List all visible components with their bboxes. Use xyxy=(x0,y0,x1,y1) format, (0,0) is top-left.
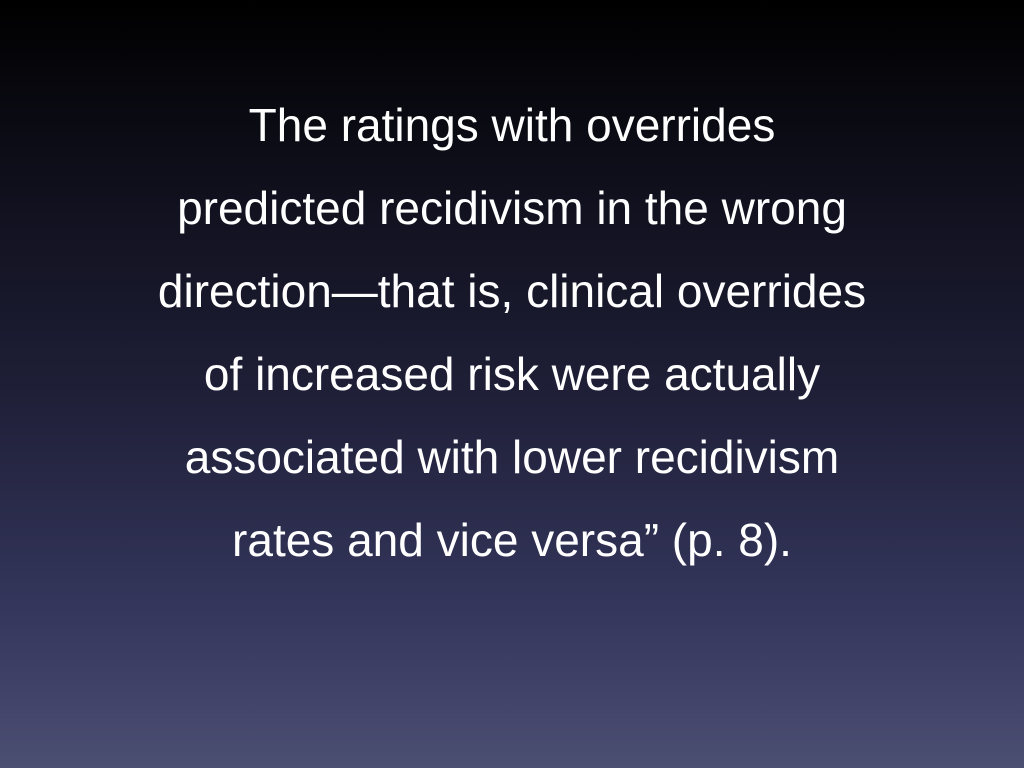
text-line: direction—that is, clinical overrides xyxy=(157,265,867,317)
text-line: The ratings with overrides xyxy=(248,99,776,151)
text-line: predicted recidivism in the wrong xyxy=(177,182,847,234)
text-line: of increased risk were actually xyxy=(203,348,821,400)
slide-text: The ratings with overrides predicted reci… xyxy=(0,84,1024,582)
text-line: rates and vice versa” (p. 8). xyxy=(232,514,792,566)
text-line: associated with lower recidivism xyxy=(184,431,840,483)
